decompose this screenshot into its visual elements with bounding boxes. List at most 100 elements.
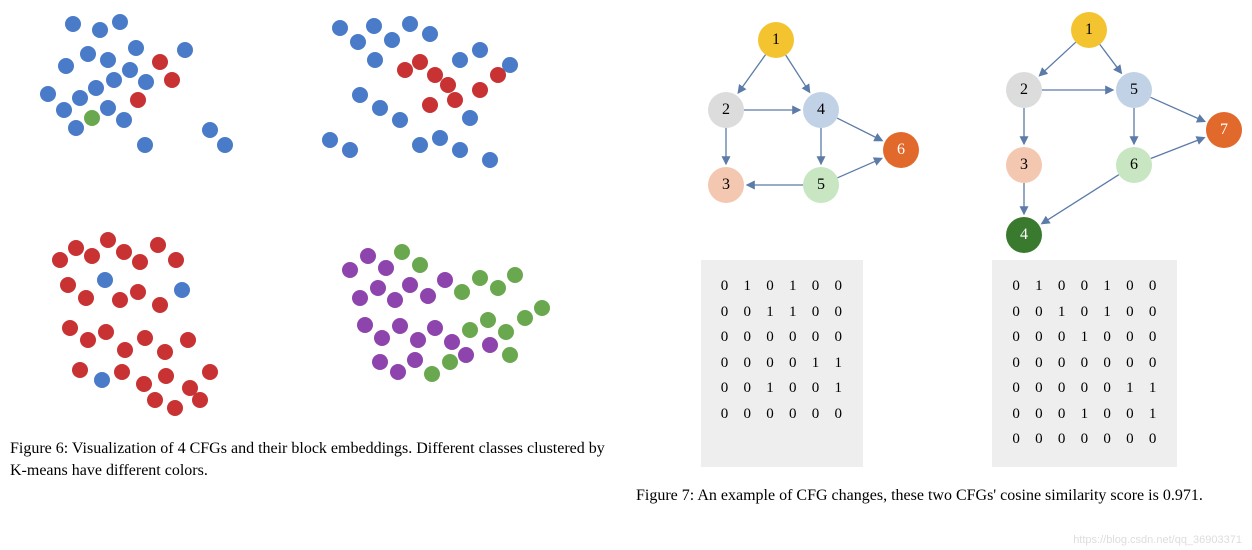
scatter-point	[152, 54, 168, 70]
figure6-scatter	[10, 0, 616, 430]
scatter-point	[372, 100, 388, 116]
scatter-point	[447, 92, 463, 108]
scatter-point	[482, 152, 498, 168]
scatter-point	[114, 364, 130, 380]
graph-node-6: 6	[883, 132, 919, 168]
scatter-point	[92, 22, 108, 38]
scatter-point	[392, 318, 408, 334]
scatter-point	[482, 337, 498, 353]
scatter-point	[56, 102, 72, 118]
scatter-point	[152, 297, 168, 313]
figure7-graphs: 124356 1253647	[636, 0, 1242, 260]
scatter-point	[412, 54, 428, 70]
scatter-point	[422, 97, 438, 113]
graph-node-2: 2	[708, 92, 744, 128]
scatter-point	[100, 232, 116, 248]
scatter-point	[52, 252, 68, 268]
scatter-point	[112, 292, 128, 308]
scatter-point	[357, 317, 373, 333]
scatter-point	[132, 254, 148, 270]
scatter-point	[68, 240, 84, 256]
scatter-point	[332, 20, 348, 36]
scatter-point	[378, 260, 394, 276]
scatter-point	[168, 252, 184, 268]
graph-node-3: 3	[1006, 147, 1042, 183]
scatter-point	[366, 18, 382, 34]
scatter-point	[136, 376, 152, 392]
graph-edge	[837, 118, 882, 141]
scatter-point	[100, 52, 116, 68]
figure7-container: 124356 1253647 0 1 0 1 0 0 0 0 1 1 0 0 0…	[626, 0, 1252, 550]
scatter-point	[167, 400, 183, 416]
graph-node-1: 1	[1071, 12, 1107, 48]
scatter-point	[40, 86, 56, 102]
scatter-point	[117, 342, 133, 358]
scatter-point	[137, 137, 153, 153]
scatter-point	[350, 34, 366, 50]
scatter-point	[420, 288, 436, 304]
scatter-point	[202, 364, 218, 380]
scatter-point	[424, 366, 440, 382]
scatter-point	[392, 112, 408, 128]
scatter-point	[157, 344, 173, 360]
graph-node-4: 4	[803, 92, 839, 128]
graph-node-5: 5	[1116, 72, 1152, 108]
scatter-point	[360, 248, 376, 264]
scatter-point	[444, 334, 460, 350]
scatter-point	[502, 57, 518, 73]
scatter-point	[58, 58, 74, 74]
scatter-point	[480, 312, 496, 328]
graph-edge	[1100, 44, 1122, 73]
scatter-point	[60, 277, 76, 293]
scatter-point	[174, 282, 190, 298]
watermark: https://blog.csdn.net/qq_36903371	[1073, 534, 1242, 546]
scatter-point	[138, 74, 154, 90]
scatter-point	[130, 284, 146, 300]
graph-node-1: 1	[758, 22, 794, 58]
scatter-point	[97, 272, 113, 288]
scatter-point	[78, 290, 94, 306]
scatter-point	[397, 62, 413, 78]
figure7-matrix-left: 0 1 0 1 0 0 0 0 1 1 0 0 0 0 0 0 0 0 0 0 …	[701, 260, 863, 467]
scatter-point	[462, 322, 478, 338]
graph-node-6: 6	[1116, 147, 1152, 183]
scatter-point	[94, 372, 110, 388]
scatter-point	[352, 290, 368, 306]
figure6-container: Figure 6: Visualization of 4 CFGs and th…	[0, 0, 626, 550]
scatter-point	[217, 137, 233, 153]
graph-node-3: 3	[708, 167, 744, 203]
scatter-point	[192, 392, 208, 408]
scatter-point	[322, 132, 338, 148]
scatter-point	[68, 120, 84, 136]
scatter-point	[422, 26, 438, 42]
figure7-caption: Figure 7: An example of CFG changes, the…	[636, 485, 1242, 507]
scatter-point	[517, 310, 533, 326]
scatter-point	[370, 280, 386, 296]
scatter-point	[402, 16, 418, 32]
scatter-point	[452, 52, 468, 68]
graph-node-4: 4	[1006, 217, 1042, 253]
scatter-point	[130, 92, 146, 108]
scatter-point	[128, 40, 144, 56]
scatter-point	[147, 392, 163, 408]
scatter-point	[164, 72, 180, 88]
figure7-graph-right: 1253647	[939, 0, 1242, 260]
scatter-point	[427, 320, 443, 336]
scatter-point	[180, 332, 196, 348]
graph-node-2: 2	[1006, 72, 1042, 108]
scatter-point	[502, 347, 518, 363]
scatter-point	[498, 324, 514, 340]
scatter-point	[402, 277, 418, 293]
scatter-point	[437, 272, 453, 288]
scatter-point	[454, 284, 470, 300]
scatter-point	[367, 52, 383, 68]
scatter-point	[442, 354, 458, 370]
scatter-point	[342, 142, 358, 158]
scatter-point	[490, 280, 506, 296]
scatter-point	[80, 46, 96, 62]
scatter-point	[80, 332, 96, 348]
scatter-point	[372, 354, 388, 370]
scatter-point	[137, 330, 153, 346]
scatter-point	[342, 262, 358, 278]
scatter-point	[534, 300, 550, 316]
